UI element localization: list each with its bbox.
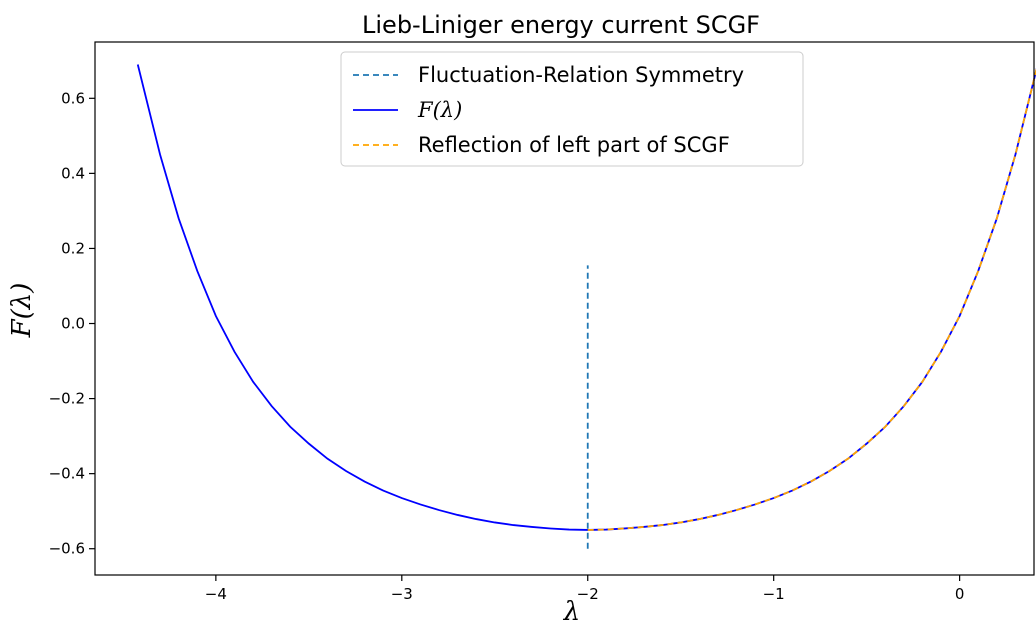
series-layer bbox=[136, 64, 1036, 549]
legend-label-reflection: Reflection of left part of SCGF bbox=[418, 133, 730, 157]
legend: Fluctuation-Relation Symmetry F(λ) Refle… bbox=[340, 51, 804, 167]
x-axis: −4 −3 −2 −1 0 bbox=[205, 575, 965, 603]
plot-frame bbox=[94, 41, 1035, 576]
legend-label-scgf: F(λ) bbox=[417, 98, 462, 122]
y-tick-label: 0.4 bbox=[61, 164, 85, 182]
y-tick-label: −0.2 bbox=[49, 390, 85, 408]
series-reflection bbox=[587, 67, 1036, 531]
x-tick-label: −3 bbox=[391, 585, 413, 603]
y-axis-label: F(λ) bbox=[7, 283, 37, 339]
y-tick-label: 0.6 bbox=[61, 89, 85, 107]
y-tick-label: 0.2 bbox=[61, 239, 85, 257]
chart-title: Lieb-Liniger energy current SCGF bbox=[362, 11, 760, 39]
y-tick-label: −0.6 bbox=[49, 540, 85, 558]
x-tick-label: −2 bbox=[577, 585, 599, 603]
y-axis: −0.6 −0.4 −0.2 0.0 0.2 0.4 0.6 bbox=[49, 89, 95, 558]
y-tick-label: 0.0 bbox=[61, 315, 85, 333]
x-tick-label: 0 bbox=[955, 585, 965, 603]
x-axis-label: λ bbox=[563, 597, 580, 624]
x-tick-label: −4 bbox=[205, 585, 227, 603]
legend-label-fluctuation: Fluctuation-Relation Symmetry bbox=[418, 63, 744, 87]
y-tick-label: −0.4 bbox=[49, 465, 85, 483]
x-tick-label: −1 bbox=[763, 585, 785, 603]
legend-frame bbox=[340, 51, 804, 167]
